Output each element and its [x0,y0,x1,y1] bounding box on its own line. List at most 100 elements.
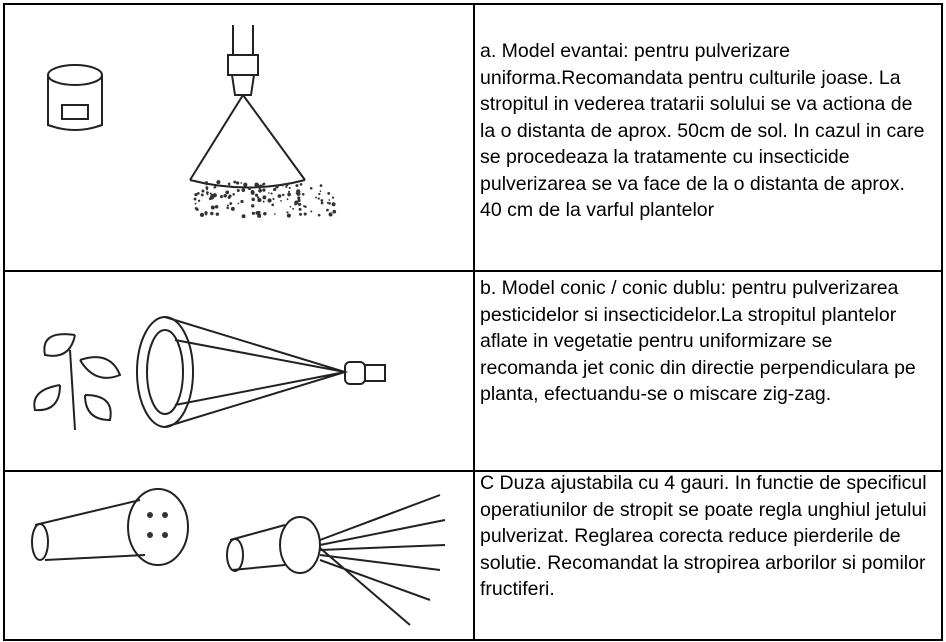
speckle [303,205,306,208]
speckle [228,194,232,198]
speckle [258,186,262,189]
speckle [273,213,276,215]
speckle [199,212,205,218]
speckle [303,212,307,216]
speckle [280,183,284,187]
speckle [279,194,282,197]
speckle [206,193,209,196]
speckle [194,202,197,205]
cone-nozzle-sketch [33,316,386,431]
speckle [229,202,233,205]
speckle [268,192,270,194]
speckle [251,204,255,208]
speckle [320,199,324,202]
column-divider [473,5,475,639]
speckle [318,192,321,196]
speckle [296,191,301,196]
speckle [257,213,262,218]
speckle [332,204,335,207]
speckle [286,213,291,218]
speckle [331,196,335,199]
speckle [286,198,289,201]
speckle [225,190,230,195]
speckle [205,213,208,216]
speckle [326,201,329,204]
speckle [288,186,291,189]
speckle [240,182,243,184]
cell-text: C Duza ajustabila cu 4 gauri. In functie… [480,472,927,600]
table [3,3,943,641]
illustrations [31,25,446,626]
speckle [194,192,198,197]
speckle [219,195,224,199]
speckle [226,204,229,207]
speckle [213,185,217,189]
speckle [251,197,255,202]
speckle [216,180,221,185]
speckle [228,185,231,188]
speckle [241,214,246,219]
speckle [272,198,275,201]
cell-text: b. Model conic / conic dublu: pentru pul… [480,277,916,405]
speckle [263,195,267,200]
speckle [319,184,323,188]
adjustable-nozzle-sketch [31,488,446,626]
speckle [282,193,285,197]
speckle [209,192,212,195]
speckle [255,211,259,215]
speckle [285,183,289,187]
speckle [295,184,299,188]
speckle [297,196,301,200]
speckle [299,212,302,216]
speckle [193,197,197,201]
speckle [201,189,205,193]
speckle [250,190,255,195]
speckle [225,194,228,197]
speckle [235,181,240,185]
speckle [315,196,317,199]
speckle [332,209,337,214]
speckle [310,210,313,213]
speckle [232,193,235,196]
speckle [227,182,231,186]
speckle [205,183,208,186]
speckle [241,188,246,192]
speckle [258,188,262,193]
speckle [267,198,272,203]
speckle [243,182,248,187]
speckle [215,212,219,216]
speckle [317,197,320,200]
speckle [327,191,331,195]
speckle [309,186,313,190]
cell-text: a. Model evantai: pentru pulverizare uni… [480,40,925,221]
speckle [247,186,252,191]
speckle [295,192,298,195]
speckle [233,180,237,184]
speckle [206,188,209,191]
speckle [263,211,267,216]
speckle [205,186,209,190]
speckle [208,197,212,201]
speckle [195,208,199,211]
speckle [275,184,279,189]
speckle [197,199,201,202]
speckle [236,188,240,193]
speckle [299,182,303,186]
speckle [328,202,331,205]
speckle [212,193,217,198]
speckle [237,202,240,205]
speckle [285,185,288,188]
speckle [262,182,265,186]
speckle [230,206,235,211]
speckle [292,207,295,210]
speckle [254,193,259,197]
speckle [280,200,282,202]
speckle [286,211,289,214]
speckle [257,198,262,203]
speckle [226,206,229,210]
speckle [210,211,214,216]
speckle [320,201,324,205]
speckle [254,182,259,187]
speckle [294,200,299,205]
